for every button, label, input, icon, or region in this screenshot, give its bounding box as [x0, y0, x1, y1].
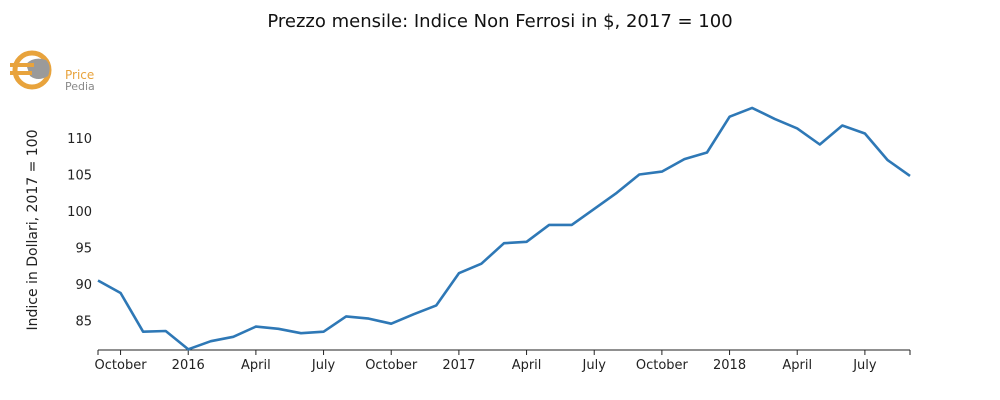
data-point [118, 290, 124, 296]
data-point [501, 240, 507, 246]
x-tick-label: October [636, 358, 689, 373]
x-tick-label: July [311, 358, 336, 373]
data-point [569, 222, 575, 228]
pricepedia-logo: Price Pedia [8, 46, 118, 96]
data-point [456, 270, 462, 276]
x-tick-label: July [852, 358, 877, 373]
data-point [163, 328, 169, 334]
data-point [524, 239, 530, 245]
data-point [388, 321, 394, 327]
logo-text-price: Price [65, 68, 95, 82]
data-point [727, 114, 733, 120]
data-point [704, 150, 710, 156]
x-tick-label: 2016 [172, 358, 205, 373]
x-axis: October 2016 April July October 2017 April July… [95, 350, 911, 373]
data-point [659, 169, 665, 175]
y-axis: 85 90 95 100 105 110 [67, 132, 92, 330]
y-tick-label: 90 [75, 278, 92, 293]
data-point [839, 122, 845, 128]
euro-globe-icon [10, 50, 52, 90]
data-point [614, 190, 620, 196]
x-tick-label: 2018 [713, 358, 746, 373]
data-point [907, 173, 913, 179]
data-point [95, 278, 101, 284]
data-point [817, 141, 823, 147]
x-tick-label: April [782, 358, 812, 373]
data-point [636, 171, 642, 177]
data-point [230, 334, 236, 340]
logo-text-pedia: Pedia [65, 80, 95, 93]
data-point [862, 131, 868, 137]
data-point [433, 302, 439, 308]
data-point [275, 326, 281, 332]
data-point [591, 206, 597, 212]
data-point [140, 329, 146, 335]
data-point [794, 125, 800, 131]
series-points [95, 105, 913, 352]
data-point [411, 311, 417, 317]
x-tick-label: April [512, 358, 542, 373]
data-point [343, 313, 349, 319]
data-point [546, 222, 552, 228]
data-point [208, 338, 214, 344]
series-line [97, 106, 911, 351]
y-tick-label: 95 [75, 242, 92, 257]
x-tick-label: October [95, 358, 148, 373]
y-tick-label: 110 [67, 132, 92, 147]
y-tick-label: 105 [67, 168, 92, 183]
data-point [298, 330, 304, 336]
data-point [366, 316, 372, 322]
x-tick-label: 2017 [442, 358, 475, 373]
x-tick-label: October [365, 358, 418, 373]
data-point [749, 105, 755, 111]
chart-title: Prezzo mensile: Indice Non Ferrosi in $,… [267, 11, 733, 32]
y-tick-label: 100 [67, 205, 92, 220]
y-tick-label: 85 [75, 315, 92, 330]
data-point [478, 261, 484, 267]
y-axis-title: Indice in Dollari, 2017 = 100 [25, 130, 41, 331]
data-point [253, 324, 259, 330]
data-point [321, 329, 327, 335]
x-tick-label: April [241, 358, 271, 373]
x-tick-label: July [582, 358, 607, 373]
data-point [681, 156, 687, 162]
data-point [884, 157, 890, 163]
data-point [185, 346, 191, 352]
data-point [772, 116, 778, 122]
